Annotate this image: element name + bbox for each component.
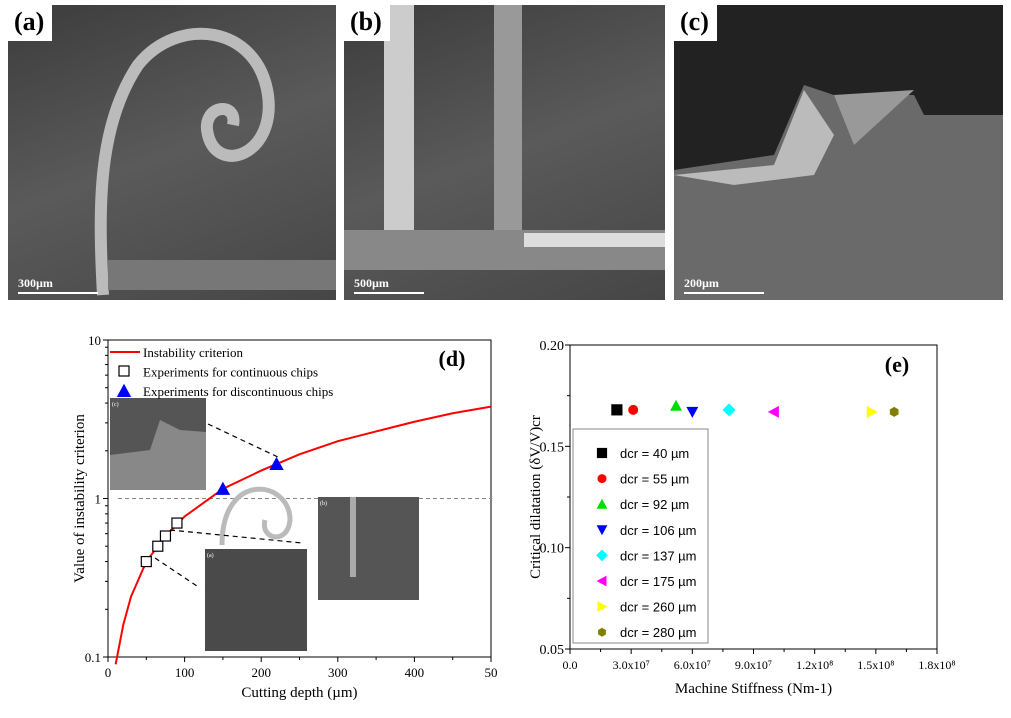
scale-bar: 500µm <box>354 276 424 294</box>
legend-label: dcr = 92 µm <box>620 497 689 512</box>
legend-swatch <box>598 627 606 637</box>
x-tick-label: 200 <box>251 665 271 680</box>
inset-label: (c) <box>112 401 119 408</box>
legend-label: dcr = 55 µm <box>620 472 689 487</box>
legend-label: dcr = 40 µm <box>620 446 689 461</box>
sem-image-b: (b) 500µm <box>344 5 665 300</box>
inset-a-spiral <box>219 486 293 546</box>
x-tick-label: 1.2x10⁸ <box>796 658 833 672</box>
legend-swatch <box>596 549 608 562</box>
x-axis-label: Machine Stiffness (Nm-1) <box>675 681 832 697</box>
inset-c-chip <box>110 420 206 490</box>
discontinuous-chip-marker <box>269 456 284 471</box>
x-tick-label: 0.0 <box>563 658 578 672</box>
x-tick-label: 3.0x10⁷ <box>613 658 650 672</box>
instability-curve <box>114 405 492 665</box>
panel-label: (c) <box>674 5 717 41</box>
y-tick-label: 0.15 <box>540 440 565 455</box>
inset-label: (a) <box>207 552 214 559</box>
scale-bar: 200µm <box>684 276 764 294</box>
x-tick-label: 9.0x10⁷ <box>735 658 772 672</box>
y-tick-label: 0.05 <box>540 643 565 658</box>
data-point <box>889 406 899 417</box>
y-tick-label: 10 <box>88 333 101 348</box>
panel-label: (d) <box>439 346 466 371</box>
panel-label: (a) <box>8 5 53 41</box>
x-tick-label: 1.5x10⁸ <box>857 658 894 672</box>
legend-swatch <box>597 474 607 484</box>
y-tick-label: 0.20 <box>540 339 565 354</box>
y-tick-label: 1 <box>95 492 102 507</box>
legend-label: dcr = 175 µm <box>620 574 697 589</box>
dashed-arrow <box>207 423 281 459</box>
x-tick-label: 300 <box>328 665 348 680</box>
x-axis-label: Cutting depth (µm) <box>241 685 357 701</box>
legend-label: dcr = 106 µm <box>620 523 697 538</box>
continuous-chip-marker <box>171 517 183 529</box>
x-tick-label: 100 <box>175 665 195 680</box>
sem-image-a: (a) 300µm <box>8 5 336 300</box>
legend-label: dcr = 280 µm <box>620 625 697 640</box>
x-tick-label: 1.8x10⁸ <box>918 658 955 672</box>
y-axis-label: Value of instability criterion <box>72 414 88 583</box>
legend-swatch <box>596 575 607 587</box>
data-point <box>686 406 699 418</box>
continuous-chip-marker <box>140 555 152 568</box>
scale-bar: 300µm <box>18 276 98 294</box>
data-point <box>866 405 878 418</box>
sem-image-c: (c) 200µm <box>674 5 1003 300</box>
dashed-arrow <box>169 529 303 544</box>
inset-b-chip <box>350 497 356 577</box>
y-axis-label: Critical dilatation (δV/V)cr <box>528 415 544 579</box>
inset-label: (b) <box>320 500 327 507</box>
legend-label: dcr = 137 µm <box>620 548 697 563</box>
legend-label: Experiments for continuous chips <box>143 365 318 380</box>
y-tick-label: 0.10 <box>540 542 565 557</box>
panel-label: (b) <box>344 5 390 41</box>
dashed-arrow <box>154 557 201 589</box>
legend-swatch <box>597 601 608 612</box>
legend-label: dcr = 260 µm <box>620 600 697 615</box>
continuous-chip-marker <box>152 540 164 552</box>
inset-sem-image <box>318 497 419 600</box>
legend-label: Experiments for discontinuous chips <box>143 384 333 399</box>
data-point <box>628 404 639 415</box>
x-tick-label: 6.0x10⁷ <box>674 658 711 672</box>
legend-swatch <box>596 498 608 509</box>
legend-label: Instability criterion <box>143 345 244 360</box>
legend-box <box>572 428 709 644</box>
inset-sem-image <box>205 549 307 651</box>
chart-d: 0 100 200 300 400 50 0.1 1 10 Cutting depth (µm) V… <box>72 333 498 701</box>
data-point <box>722 403 736 417</box>
data-point <box>767 405 779 418</box>
continuous-chip-marker <box>159 530 172 542</box>
legend-square-swatch <box>118 365 130 377</box>
plot-frame <box>569 344 938 650</box>
legend-triangle-swatch <box>116 383 132 397</box>
x-tick-label: 400 <box>405 665 425 680</box>
y-tick-label: 0.1 <box>85 650 101 665</box>
discontinuous-chip-marker <box>215 481 231 495</box>
legend-swatch <box>596 525 608 536</box>
panel-label: (e) <box>885 352 909 377</box>
x-tick-label: 0 <box>105 665 112 680</box>
legend-swatch <box>596 447 608 459</box>
data-point <box>611 404 623 416</box>
data-point <box>670 399 683 411</box>
x-tick-label: 50 <box>485 665 498 680</box>
